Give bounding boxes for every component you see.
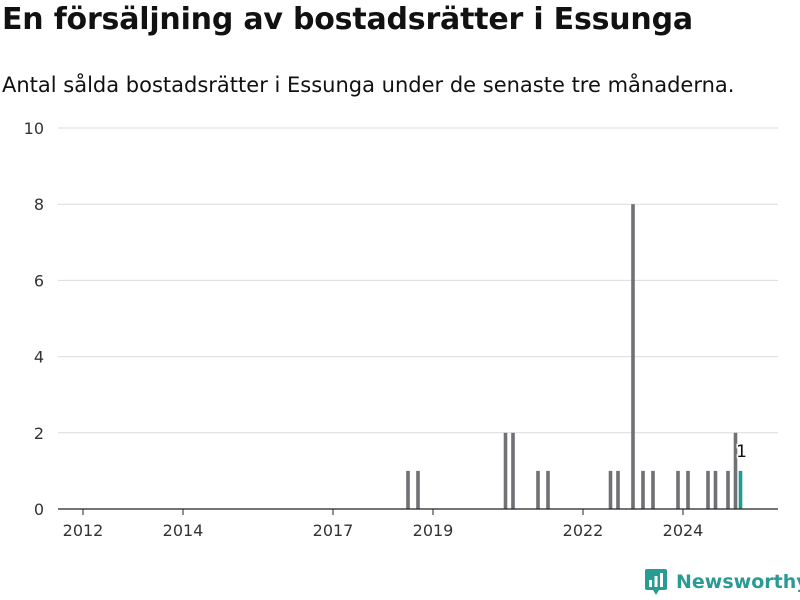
bar: [616, 470, 620, 509]
bar: [631, 204, 635, 509]
bar: [406, 470, 410, 509]
x-tick-label: 2022: [563, 521, 604, 540]
y-tick-label: 0: [34, 500, 44, 519]
y-tick-label: 6: [34, 271, 44, 290]
bar: [546, 470, 550, 509]
x-tick-label: 2017: [313, 521, 354, 540]
chart-title: En försäljning av bostadsrätter i Essung…: [2, 2, 693, 37]
highlight-value-label: 1: [736, 442, 747, 462]
bar: [676, 470, 680, 509]
brand-name: Newsworthy: [676, 571, 800, 593]
y-tick-label: 10: [24, 119, 44, 138]
bar: [733, 432, 738, 509]
x-tick-label: 2019: [413, 521, 454, 540]
y-tick-label: 8: [34, 195, 44, 214]
brand-logo: Newsworthy: [644, 567, 800, 597]
x-tick-label: 2024: [663, 521, 704, 540]
bar: [686, 470, 690, 509]
bar: [511, 432, 515, 509]
newsworthy-logo-icon: [645, 569, 667, 595]
bar: [536, 470, 540, 509]
bar: [726, 470, 730, 509]
x-tick-label: 2012: [63, 521, 104, 540]
bar: [706, 470, 710, 509]
x-tick-label: 2014: [163, 521, 204, 540]
bar: [608, 470, 613, 509]
bar: [713, 470, 718, 509]
bar-highlighted: [738, 470, 743, 509]
y-tick-label: 4: [34, 348, 44, 367]
y-tick-label: 2: [34, 424, 44, 443]
bar: [651, 470, 655, 509]
bar: [416, 470, 420, 509]
bar: [503, 432, 508, 509]
bar: [641, 470, 645, 509]
chart-subtitle: Antal sålda bostadsrätter i Essunga unde…: [2, 73, 735, 97]
